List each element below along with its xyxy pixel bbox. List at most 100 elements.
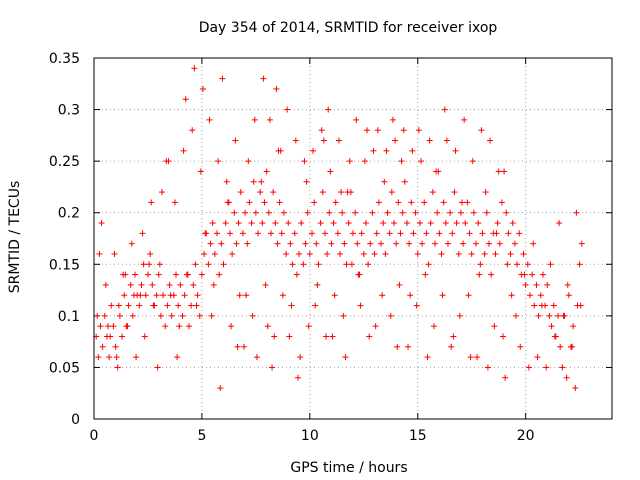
data-point	[173, 271, 180, 278]
data-point	[237, 189, 244, 196]
data-point	[297, 354, 304, 361]
data-point	[372, 323, 379, 330]
data-point	[330, 220, 337, 227]
plot-frame	[93, 57, 613, 420]
data-point	[350, 230, 356, 237]
data-point	[301, 158, 308, 165]
data-point	[481, 250, 488, 257]
data-point	[563, 374, 570, 381]
data-point	[397, 230, 404, 237]
data-point	[276, 199, 283, 206]
data-point	[302, 240, 309, 247]
data-point	[548, 323, 555, 330]
data-point	[439, 292, 446, 299]
data-point	[340, 312, 347, 319]
data-point	[451, 189, 458, 196]
data-point	[441, 106, 448, 113]
data-point	[573, 209, 580, 216]
data-point	[160, 292, 167, 299]
data-point	[344, 189, 351, 196]
data-point	[539, 271, 546, 278]
data-point	[491, 323, 498, 330]
data-point	[550, 302, 557, 309]
data-point	[447, 209, 454, 216]
x-tick-label: 20	[517, 428, 535, 444]
data-point	[305, 323, 312, 330]
data-point	[95, 354, 102, 361]
data-point	[449, 230, 456, 237]
data-point	[167, 292, 174, 299]
data-point	[239, 230, 246, 237]
data-point	[289, 261, 296, 268]
y-tick-label: 0.25	[49, 154, 80, 170]
data-point	[578, 240, 585, 247]
data-point	[412, 209, 419, 216]
data-point	[155, 271, 162, 278]
data-point	[331, 292, 338, 299]
data-point	[136, 302, 143, 309]
data-point	[443, 137, 450, 144]
data-point	[253, 354, 260, 361]
data-point	[365, 261, 372, 268]
data-point	[285, 220, 292, 227]
data-point	[133, 354, 140, 361]
data-point	[280, 209, 287, 216]
data-point	[215, 158, 222, 165]
x-axis-label: GPS time / hours	[290, 460, 407, 476]
data-point	[534, 354, 541, 361]
data-points	[93, 65, 585, 392]
data-point	[520, 250, 527, 257]
data-point	[241, 343, 248, 350]
data-point	[228, 323, 235, 330]
data-point	[177, 281, 184, 288]
data-point	[442, 220, 449, 227]
data-point	[270, 189, 277, 196]
data-point	[244, 240, 251, 247]
data-point	[125, 302, 132, 309]
data-point	[355, 271, 362, 278]
data-point	[434, 209, 441, 216]
data-point	[507, 250, 514, 257]
data-point	[251, 116, 258, 123]
data-point	[468, 250, 475, 257]
data-point	[329, 333, 336, 340]
data-point	[537, 292, 544, 299]
y-tick-label: 0.1	[58, 309, 80, 325]
data-point	[219, 75, 226, 82]
data-point	[111, 250, 118, 257]
data-point	[416, 220, 423, 227]
data-point	[114, 364, 121, 371]
data-point	[148, 199, 155, 206]
data-point	[400, 127, 407, 134]
data-point	[150, 302, 157, 309]
data-point	[533, 281, 540, 288]
data-point	[214, 230, 221, 237]
data-point	[409, 147, 416, 154]
data-point	[460, 240, 467, 247]
data-point	[284, 106, 291, 113]
data-point	[222, 220, 229, 227]
data-point	[220, 261, 227, 268]
data-point	[255, 230, 262, 237]
data-point	[283, 250, 290, 257]
data-point	[455, 250, 462, 257]
data-point	[218, 240, 225, 247]
data-point	[487, 137, 494, 144]
data-point	[113, 354, 120, 361]
y-tick-label: 0	[71, 412, 80, 428]
data-point	[319, 189, 326, 196]
data-point	[138, 281, 145, 288]
data-point	[165, 158, 172, 165]
data-point	[124, 323, 131, 330]
data-point	[129, 312, 136, 319]
data-point	[185, 323, 192, 330]
data-point	[374, 127, 381, 134]
data-point	[166, 281, 173, 288]
data-point	[128, 240, 135, 247]
data-point	[337, 250, 344, 257]
data-point	[234, 343, 241, 350]
data-point	[429, 189, 436, 196]
data-point	[326, 209, 333, 216]
data-point	[476, 271, 483, 278]
data-point	[158, 189, 165, 196]
